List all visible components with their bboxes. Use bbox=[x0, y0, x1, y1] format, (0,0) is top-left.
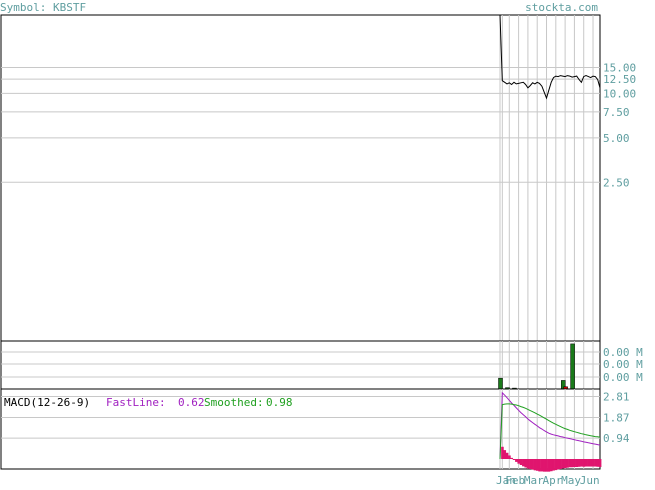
macd-fastline bbox=[499, 391, 601, 460]
macd-histogram-bar bbox=[526, 459, 530, 469]
x-tick-label: Mar bbox=[524, 474, 544, 486]
macd-histogram-bar bbox=[598, 459, 602, 467]
macd-lines bbox=[499, 391, 601, 460]
macd-histogram-bar bbox=[508, 455, 511, 459]
macd-histogram-bar bbox=[577, 459, 581, 467]
macd-histogram-bar bbox=[547, 459, 551, 472]
macd-histogram-bar bbox=[522, 459, 525, 467]
macd-histogram-bar bbox=[501, 446, 504, 459]
x-tick-label: Feb bbox=[505, 474, 525, 486]
macd-histogram-bar bbox=[529, 459, 532, 469]
macd-histogram-bar bbox=[561, 459, 565, 469]
macd-tick-label: 1.87 bbox=[603, 411, 630, 424]
macd-smooth-value: 0.98 bbox=[266, 396, 293, 409]
macd-histogram-bar bbox=[591, 459, 595, 467]
macd-histogram-bar bbox=[512, 459, 516, 460]
price-tick-label: 12.50 bbox=[603, 73, 636, 86]
macd-histogram-bar bbox=[503, 450, 507, 459]
volume-bar bbox=[498, 377, 503, 390]
price-vertical-grid bbox=[499, 15, 594, 341]
macd-histogram bbox=[501, 446, 602, 472]
macd-smoothed-line bbox=[499, 403, 601, 460]
x-tick-label: Apr bbox=[543, 474, 563, 486]
price-tick-label: 15.00 bbox=[603, 61, 636, 74]
macd-histogram-bar bbox=[580, 459, 583, 467]
macd-histogram-bar bbox=[587, 459, 590, 467]
macd-histogram-bar bbox=[519, 459, 523, 465]
macd-histogram-bar bbox=[545, 459, 548, 472]
macd-fast-label: FastLine: bbox=[106, 396, 166, 409]
price-line-group bbox=[499, 14, 601, 100]
macd-histogram-bar bbox=[584, 459, 588, 467]
x-tick-label: Jan bbox=[496, 474, 516, 486]
site-label[interactable]: stockta.com bbox=[525, 1, 598, 14]
price-panel-frame bbox=[0, 14, 601, 342]
macd-histogram-bar bbox=[573, 459, 576, 467]
macd-histogram-bar bbox=[505, 452, 509, 459]
price-series-line bbox=[499, 14, 601, 100]
volume-panel: 0.00 M0.00 M0.00 M bbox=[0, 340, 643, 390]
volume-tick-label: 0.00 M bbox=[603, 358, 643, 371]
macd-histogram-bar bbox=[589, 459, 593, 467]
price-tick-label: 7.50 bbox=[603, 106, 630, 119]
macd-histogram-bar bbox=[566, 459, 569, 468]
macd-histogram-bar bbox=[568, 459, 572, 468]
macd-histogram-bar bbox=[531, 459, 534, 470]
macd-histogram-bar bbox=[575, 459, 579, 467]
price-tick-label: 2.50 bbox=[603, 176, 630, 189]
macd-histogram-bar bbox=[570, 459, 574, 468]
macd-histogram-bar bbox=[582, 459, 586, 467]
macd-histogram-bar bbox=[517, 459, 521, 464]
price-tick-label: 5.00 bbox=[603, 132, 630, 145]
macd-histogram-bar bbox=[542, 459, 546, 472]
macd-histogram-bar bbox=[538, 459, 541, 472]
macd-histogram-bar bbox=[515, 459, 518, 462]
macd-histogram-bar bbox=[549, 459, 553, 472]
macd-fast-value: 0.62 bbox=[178, 396, 205, 409]
volume-axis-ticks: 0.00 M0.00 M0.00 M bbox=[603, 346, 643, 384]
macd-histogram-bar bbox=[559, 459, 562, 469]
macd-histogram-bar bbox=[536, 459, 539, 471]
x-tick-label: Jun bbox=[580, 474, 600, 486]
macd-title: MACD(12-26-9) bbox=[4, 396, 90, 409]
macd-histogram-bar bbox=[524, 459, 527, 468]
macd-tick-label: 2.81 bbox=[603, 391, 630, 404]
macd-histogram-bar bbox=[596, 459, 600, 467]
volume-panel-frame bbox=[0, 340, 601, 390]
macd-panel: 2.81 1.87 0.94 MACD(12-26-9) FastLine: 0.6… bbox=[0, 388, 630, 472]
volume-tick-label: 0.00 M bbox=[603, 371, 643, 384]
macd-histogram-bar bbox=[594, 459, 597, 467]
macd-histogram-bar bbox=[556, 459, 560, 470]
symbol-label: Symbol: KBSTF bbox=[0, 1, 86, 14]
volume-bar bbox=[570, 343, 575, 390]
macd-histogram-bar bbox=[533, 459, 537, 471]
macd-histogram-bar bbox=[554, 459, 558, 471]
macd-histogram-bar bbox=[563, 459, 567, 469]
macd-axis-ticks: 2.81 1.87 0.94 bbox=[603, 391, 630, 446]
macd-histogram-bar bbox=[552, 459, 555, 471]
macd-histogram-bar bbox=[510, 457, 514, 459]
macd-smooth-label: Smoothed: bbox=[204, 396, 264, 409]
price-tick-label: 10.00 bbox=[603, 87, 636, 100]
volume-tick-label: 0.00 M bbox=[603, 346, 643, 359]
macd-tick-label: 0.94 bbox=[603, 432, 630, 445]
macd-histogram-bar bbox=[540, 459, 544, 472]
x-tick-label: May bbox=[561, 474, 581, 486]
